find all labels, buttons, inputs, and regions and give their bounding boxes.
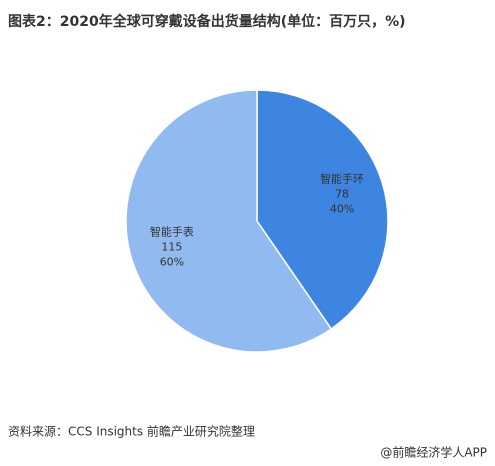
slice-category: 智能手环 (320, 172, 364, 186)
chart-title: 图表2：2020年全球可穿戴设备出货量结构(单位：百万只，%) (8, 13, 406, 30)
pie-slice (125, 89, 333, 353)
slice-value: 78 (335, 188, 349, 201)
pie-slice (256, 89, 389, 330)
slice-percent: 40% (330, 203, 354, 216)
slice-category: 智能手表 (150, 224, 194, 238)
source: 资料来源：CCS Insights 前瞻产业研究院整理 (8, 424, 255, 439)
slice-value: 115 (161, 240, 182, 253)
footer: @前瞻经济学人APP (380, 445, 487, 460)
slice-percent: 60% (160, 255, 184, 268)
